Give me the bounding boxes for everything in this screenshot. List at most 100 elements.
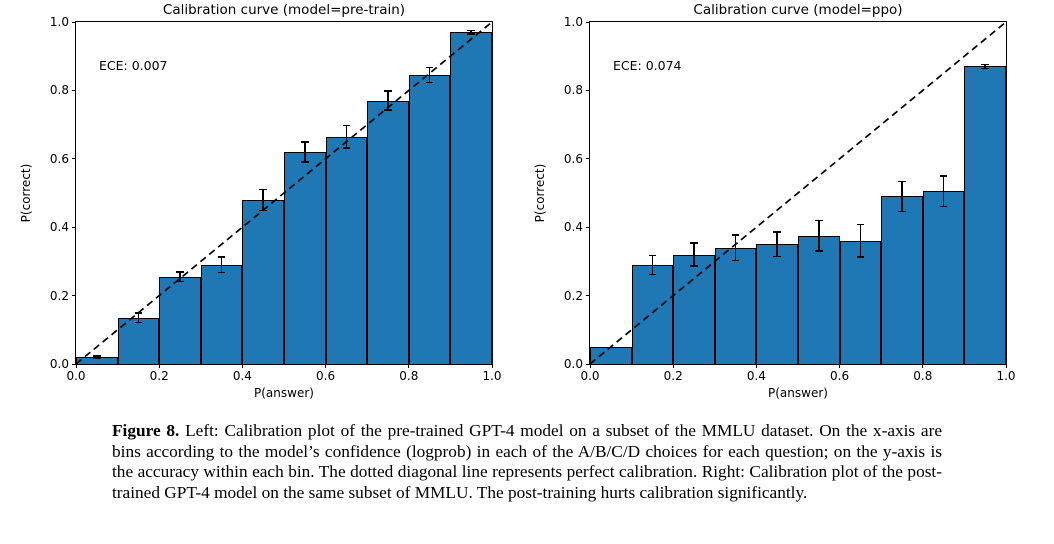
histogram-bar: [964, 66, 1006, 364]
error-bar-line: [984, 63, 986, 70]
y-tick-mark: [72, 21, 76, 23]
histogram-bar: [714, 247, 757, 364]
x-axis-label: P(answer): [254, 386, 314, 400]
error-bar-cap-top: [134, 312, 143, 314]
error-bar-cap-bottom: [815, 250, 823, 252]
error-bar-cap-bottom: [773, 255, 781, 258]
error-bar-cap-bottom: [217, 271, 226, 274]
x-tick-mark: [491, 364, 493, 368]
y-tick-mark: [586, 226, 590, 228]
y-axis-label: P(correct): [533, 163, 547, 223]
error-bar-cap-bottom: [425, 81, 434, 84]
x-tick-mark: [589, 364, 591, 368]
error-bar-line: [818, 219, 820, 252]
error-bar-cap-top: [939, 175, 948, 177]
x-tick-mark: [922, 364, 924, 368]
error-bar-cap-top: [690, 242, 698, 244]
error-bar-cap-bottom: [690, 265, 698, 267]
histogram-bar: [117, 317, 160, 364]
y-tick-label: 0.0: [563, 357, 583, 371]
error-bar-line: [179, 271, 181, 283]
error-bar-cap-top: [467, 29, 475, 32]
x-tick-mark: [75, 364, 77, 368]
x-tick-label: 0.0: [66, 369, 86, 383]
y-tick-mark: [72, 363, 76, 365]
error-bar-cap-bottom: [93, 357, 101, 359]
x-tick-mark: [1005, 364, 1007, 368]
error-bar-cap-bottom: [856, 256, 865, 258]
error-bar-line: [942, 175, 945, 208]
error-bar-cap-top: [856, 223, 865, 226]
error-bar-cap-bottom: [259, 209, 267, 212]
error-bar-cap-top: [648, 254, 657, 257]
histogram-bar: [242, 199, 284, 364]
x-axis-label: P(answer): [768, 386, 828, 400]
y-tick-label: 0.6: [49, 151, 69, 166]
x-tick-mark: [241, 364, 243, 368]
histogram-bar: [200, 264, 243, 364]
figure-caption-text: Left: Calibration plot of the pre-traine…: [112, 421, 943, 503]
y-tick-mark: [72, 295, 76, 297]
x-tick-mark: [408, 364, 410, 368]
y-axis-label: P(correct): [19, 163, 33, 223]
y-tick-label: 0.4: [49, 220, 69, 235]
x-tick-label: 1.0: [482, 369, 502, 383]
error-bar-line: [651, 254, 654, 276]
histogram-bar: [673, 254, 715, 364]
error-bar-line: [734, 234, 737, 262]
x-tick-label: 0.0: [580, 369, 600, 383]
error-bar-line: [345, 124, 348, 149]
x-tick-mark: [672, 364, 674, 368]
error-bar-line: [470, 29, 472, 35]
error-bar-cap-bottom: [134, 321, 143, 324]
calibration-chart-ppo: Calibration curve (model=ppo) P(correct)…: [533, 2, 1016, 400]
error-bar-line: [901, 180, 903, 213]
y-tick-mark: [586, 89, 590, 91]
error-bar-cap-top: [301, 141, 309, 143]
histogram-bar: [631, 264, 674, 364]
chart-title: Calibration curve (model=pre-train): [162, 2, 406, 18]
y-tick-label: 0.8: [49, 83, 69, 98]
error-bar-cap-bottom: [981, 67, 989, 70]
y-tick-label: 1.0: [563, 15, 583, 29]
calibration-chart-pretrain: Calibration curve (model=pre-train) P(co…: [19, 2, 502, 400]
error-bar-cap-bottom: [731, 259, 740, 262]
perfect-calibration-line: [76, 22, 492, 364]
error-bar-cap-top: [93, 355, 101, 357]
ece-annotation: ECE: 0.007: [99, 58, 168, 73]
y-tick-label: 0.6: [563, 151, 583, 166]
error-bar-cap-top: [773, 231, 781, 233]
error-bar-line: [859, 223, 862, 258]
y-tick-mark: [72, 89, 76, 91]
y-tick-label: 0.2: [563, 288, 583, 303]
error-bar-line: [220, 256, 223, 274]
error-bar-cap-top: [259, 188, 267, 191]
error-bar-cap-top: [898, 180, 906, 183]
histogram-bar: [798, 235, 840, 364]
perfect-calibration-line: [590, 22, 1006, 364]
histogram-bar: [839, 240, 882, 364]
error-bar-line: [96, 355, 98, 359]
y-tick-mark: [72, 158, 76, 160]
figure-caption-label: Figure 8.: [112, 421, 180, 440]
x-tick-label: 1.0: [996, 369, 1016, 383]
histogram-bar: [881, 196, 923, 364]
y-tick-label: 0.8: [563, 83, 583, 98]
error-bar-line: [304, 141, 306, 163]
error-bar-cap-top: [384, 90, 392, 92]
x-tick-mark: [839, 364, 841, 368]
y-tick-mark: [72, 226, 76, 228]
error-bar-cap-bottom: [467, 33, 475, 35]
plot-area: ECE: 0.007 0.0 0.2 0.4 0.6 0.8 1.0 0.0 0.2 0.4 0.…: [50, 15, 502, 383]
error-bar-cap-bottom: [301, 161, 309, 163]
error-bar-cap-top: [815, 219, 823, 222]
plot-area: ECE: 0.074 0.0 0.2 0.4 0.6 0.8 1.0 0.0 0.2 0.4 0.…: [564, 15, 1016, 383]
error-bar-cap-bottom: [939, 205, 948, 208]
error-bar-line: [693, 242, 695, 267]
error-bar-cap-bottom: [648, 273, 657, 276]
x-tick-label: 0.4: [232, 369, 252, 383]
x-tick-mark: [158, 364, 160, 368]
error-bar-line: [262, 188, 264, 212]
error-bar-line: [137, 312, 140, 324]
